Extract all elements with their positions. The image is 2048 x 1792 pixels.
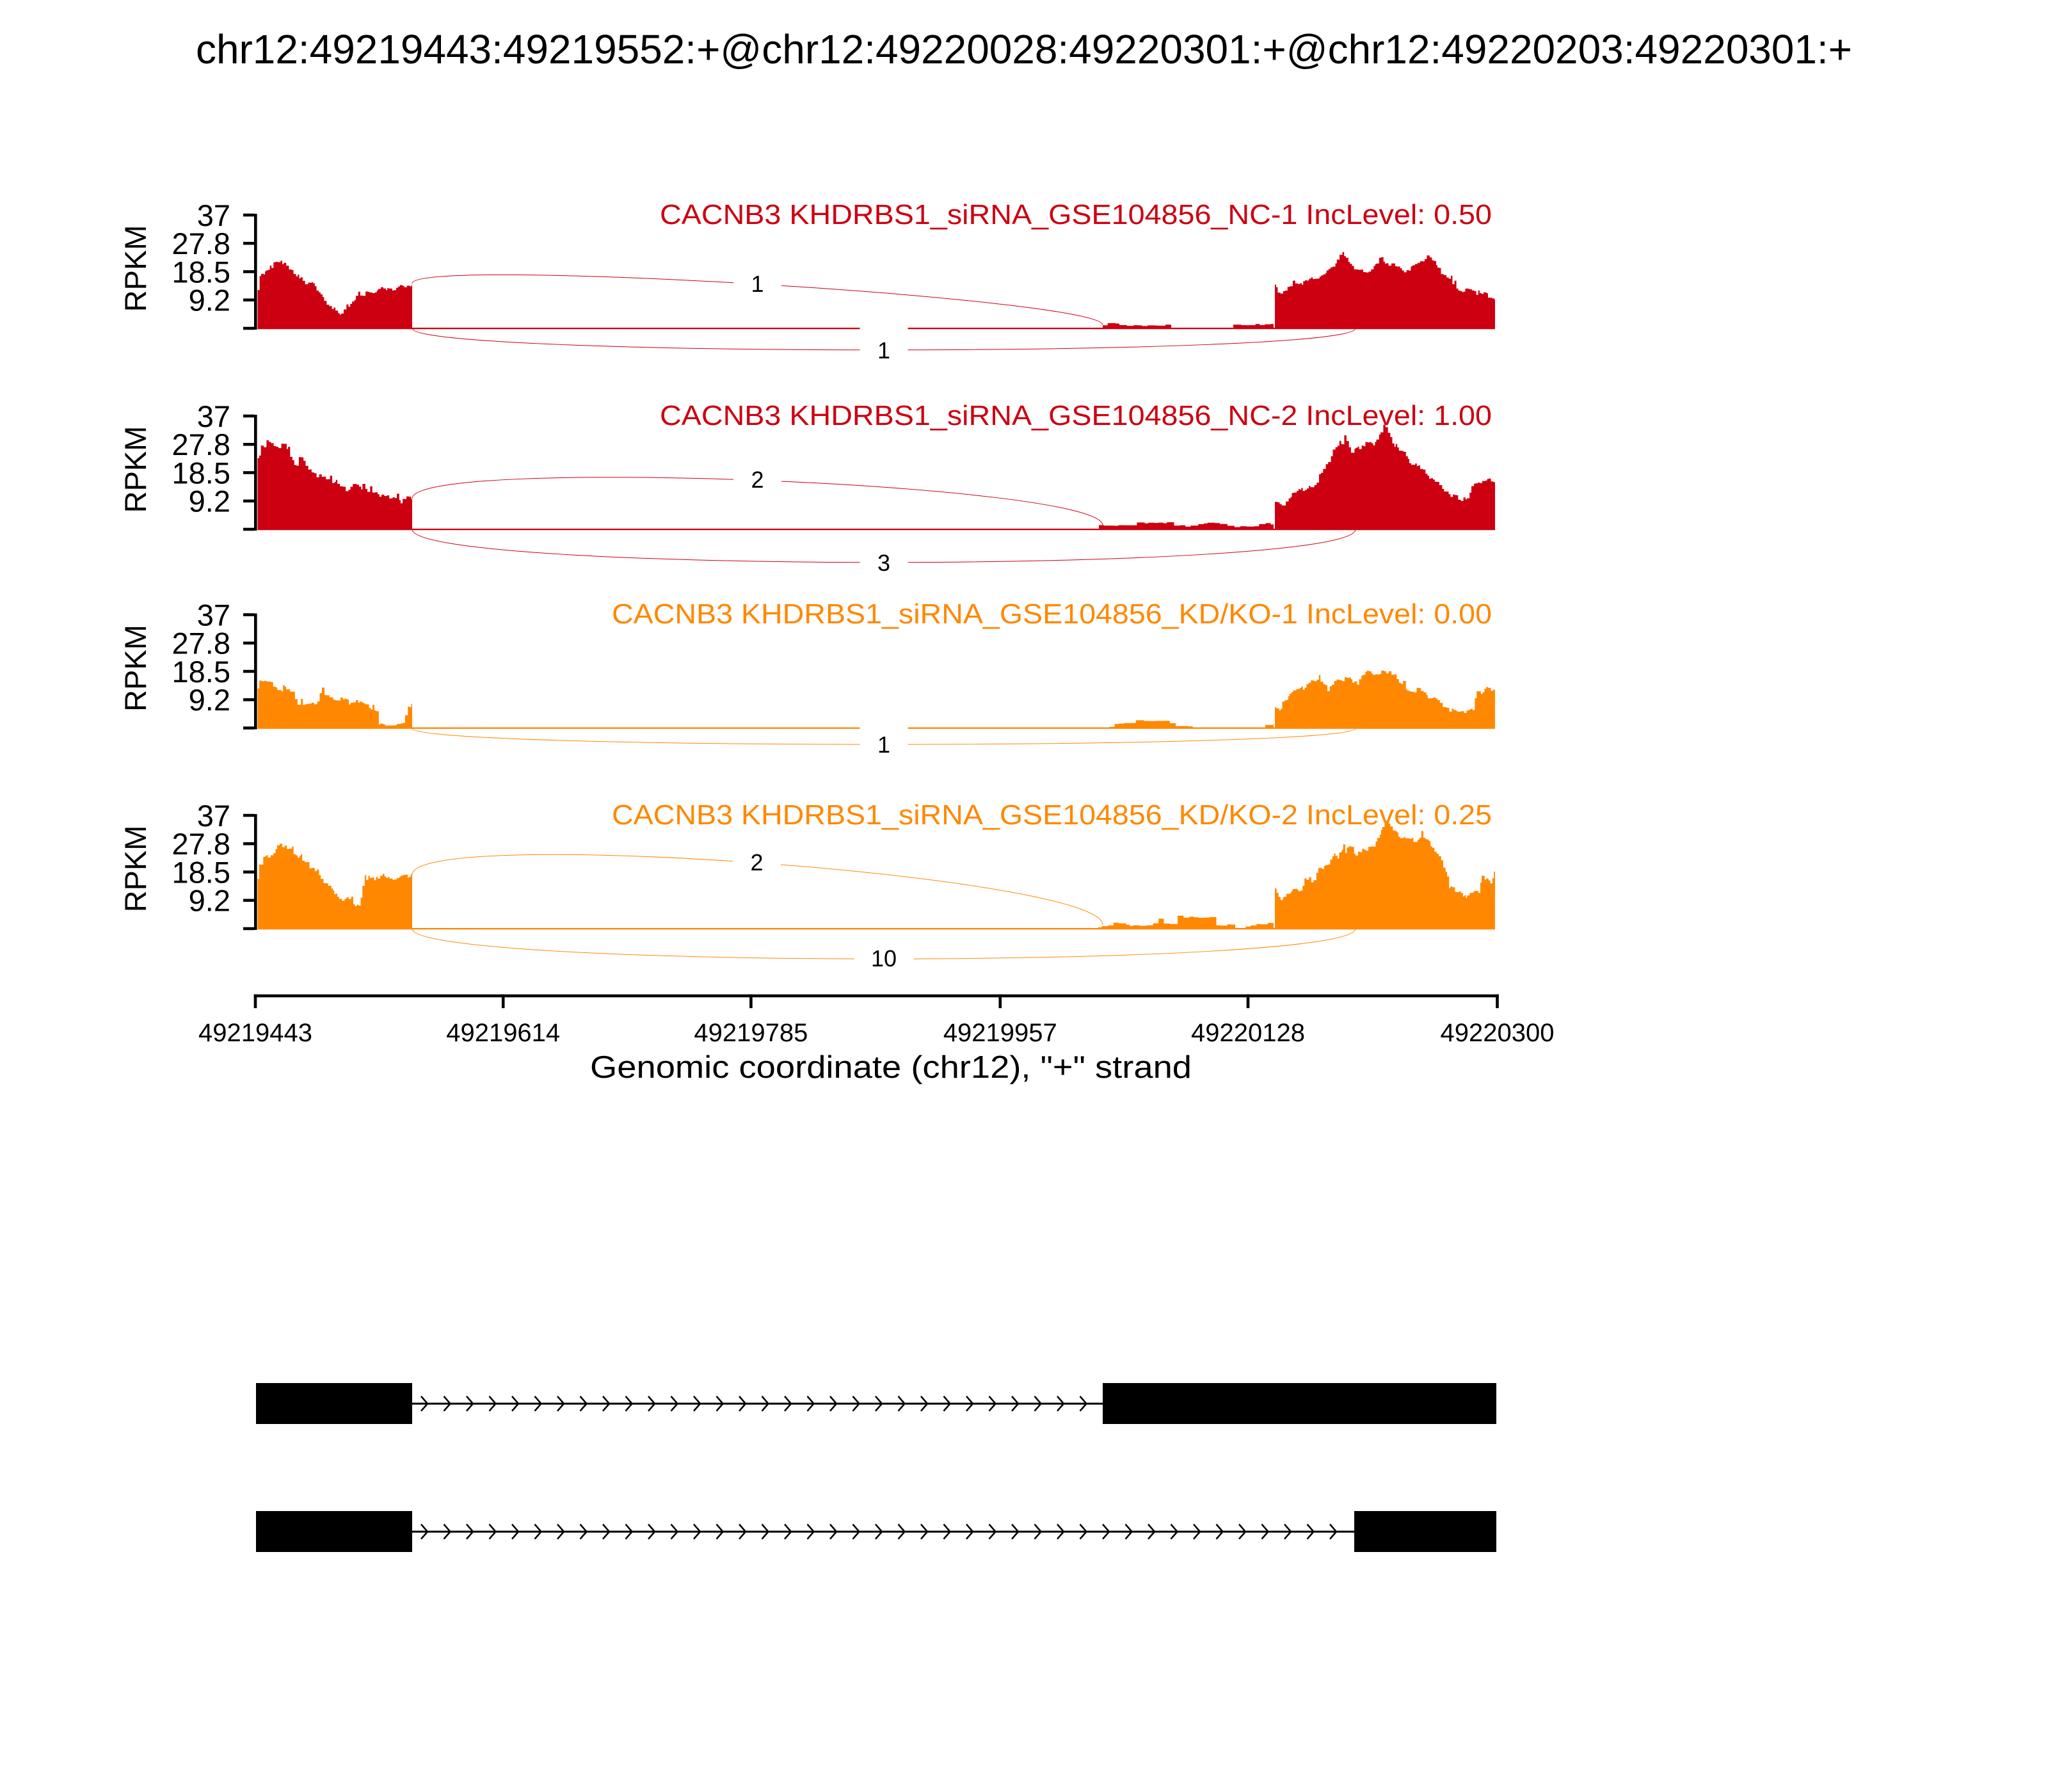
svg-text:49220128: 49220128	[1191, 1019, 1305, 1047]
svg-text:CACNB3 KHDRBS1_siRNA_GSE104856: CACNB3 KHDRBS1_siRNA_GSE104856_KD/KO-2 I…	[612, 800, 1492, 831]
svg-text:18.5: 18.5	[172, 255, 230, 289]
svg-text:2: 2	[751, 467, 764, 493]
svg-text:9.2: 9.2	[189, 284, 230, 317]
svg-text:3: 3	[877, 550, 890, 576]
svg-text:RPKM: RPKM	[118, 826, 152, 913]
svg-text:37: 37	[197, 399, 230, 433]
svg-text:CACNB3 KHDRBS1_siRNA_GSE104856: CACNB3 KHDRBS1_siRNA_GSE104856_NC-2 IncL…	[660, 401, 1492, 431]
svg-text:RPKM: RPKM	[118, 625, 152, 712]
svg-text:RPKM: RPKM	[118, 225, 152, 312]
svg-text:18.5: 18.5	[172, 655, 230, 689]
svg-text:2: 2	[750, 849, 763, 876]
svg-text:37: 37	[197, 198, 230, 232]
svg-text:18.5: 18.5	[172, 456, 230, 490]
svg-text:49219957: 49219957	[943, 1019, 1057, 1047]
svg-text:1: 1	[877, 732, 890, 758]
svg-text:49219443: 49219443	[198, 1019, 312, 1047]
svg-text:9.2: 9.2	[189, 683, 230, 717]
svg-text:1: 1	[877, 337, 890, 364]
svg-text:CACNB3 KHDRBS1_siRNA_GSE104856: CACNB3 KHDRBS1_siRNA_GSE104856_KD/KO-1 I…	[612, 599, 1492, 630]
svg-text:49219614: 49219614	[446, 1019, 560, 1047]
svg-text:49219785: 49219785	[694, 1019, 808, 1047]
svg-text:27.8: 27.8	[172, 627, 230, 660]
svg-text:1: 1	[751, 271, 764, 297]
svg-text:49220300: 49220300	[1441, 1019, 1555, 1047]
svg-text:10: 10	[871, 945, 897, 972]
svg-text:CACNB3 KHDRBS1_siRNA_GSE104856: CACNB3 KHDRBS1_siRNA_GSE104856_NC-1 IncL…	[660, 200, 1492, 230]
svg-text:27.8: 27.8	[172, 428, 230, 461]
svg-text:37: 37	[197, 598, 230, 632]
svg-text:27.8: 27.8	[172, 827, 230, 861]
svg-text:chr12:49219443:49219552:+@chr1: chr12:49219443:49219552:+@chr12:49220028…	[196, 26, 1852, 72]
svg-text:9.2: 9.2	[189, 884, 230, 918]
svg-text:RPKM: RPKM	[118, 426, 152, 513]
svg-text:37: 37	[197, 799, 230, 833]
svg-text:9.2: 9.2	[189, 484, 230, 518]
svg-text:27.8: 27.8	[172, 227, 230, 260]
svg-text:18.5: 18.5	[172, 855, 230, 889]
svg-text:Genomic coordinate (chr12), "+: Genomic coordinate (chr12), "+" strand	[590, 1050, 1192, 1085]
